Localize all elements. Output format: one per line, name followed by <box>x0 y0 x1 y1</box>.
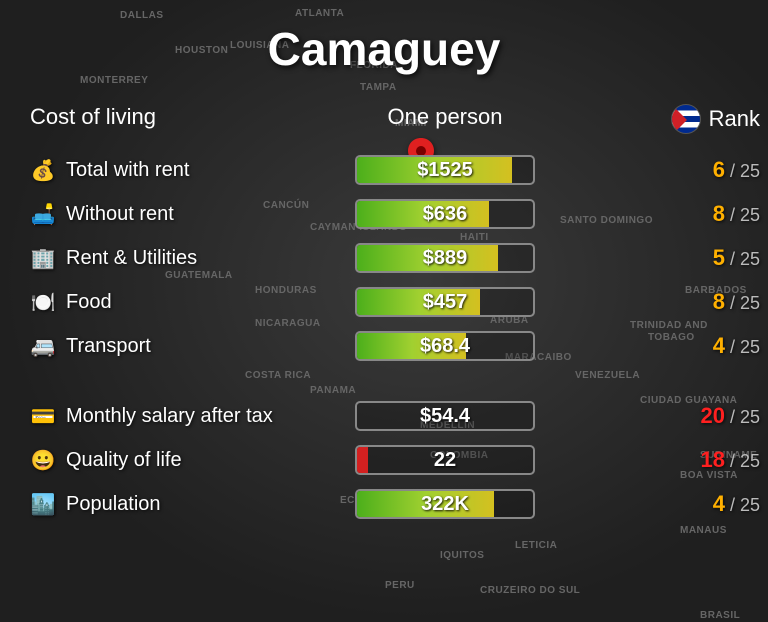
row-label: 🚐 Transport <box>30 334 310 359</box>
row-label: 💳 Monthly salary after tax <box>30 404 310 429</box>
rank-cell: 8 / 25 <box>580 201 760 227</box>
value-bar: $1525 <box>355 155 535 185</box>
bar-cell: $457 <box>320 287 570 317</box>
row-label-text: Food <box>66 291 112 314</box>
bar-value: 22 <box>357 447 533 473</box>
row-icon: 🏙️ <box>30 492 56 517</box>
rows-group-2: 💳Monthly salary after tax$54.420 / 25😀Qu… <box>30 394 738 526</box>
bar-cell: $68.4 <box>320 331 570 361</box>
rank-total: / 25 <box>725 205 760 225</box>
bar-cell: 22 <box>320 445 570 475</box>
bar-value: $889 <box>357 245 533 271</box>
data-row: 🍽️Food$4578 / 25 <box>30 280 738 324</box>
row-icon: 🏢 <box>30 246 56 271</box>
column-headers: Cost of living One person Rank <box>30 104 738 134</box>
row-label: 💰 Total with rent <box>30 158 310 183</box>
row-label-text: Quality of life <box>66 449 182 472</box>
value-bar: $636 <box>355 199 535 229</box>
value-bar: $457 <box>355 287 535 317</box>
bar-value: $1525 <box>357 157 533 183</box>
rank-cell: 4 / 25 <box>580 333 760 359</box>
rank-total: / 25 <box>725 337 760 357</box>
bar-cell: $54.4 <box>320 401 570 431</box>
rank-number: 6 <box>713 157 725 182</box>
value-bar: $889 <box>355 243 535 273</box>
rank-cell: 4 / 25 <box>580 491 760 517</box>
value-bar: 322K <box>355 489 535 519</box>
row-icon: 🛋️ <box>30 202 56 227</box>
rank-number: 5 <box>713 245 725 270</box>
data-row: 🏢Rent & Utilities$8895 / 25 <box>30 236 738 280</box>
row-label-text: Rent & Utilities <box>66 247 197 270</box>
spacer <box>30 368 738 394</box>
row-icon: 💳 <box>30 404 56 429</box>
data-row: 🚐Transport$68.44 / 25 <box>30 324 738 368</box>
page-title: Camaguey <box>30 22 738 76</box>
rank-number: 18 <box>700 447 724 472</box>
rank-total: / 25 <box>725 293 760 313</box>
content-panel: Camaguey Cost of living One person Rank … <box>0 0 768 548</box>
bar-value: $68.4 <box>357 333 533 359</box>
row-label: 🛋️ Without rent <box>30 202 310 227</box>
bar-cell: $636 <box>320 199 570 229</box>
row-label: 😀 Quality of life <box>30 448 310 473</box>
rank-number: 4 <box>713 333 725 358</box>
rank-cell: 8 / 25 <box>580 289 760 315</box>
rank-number: 20 <box>700 403 724 428</box>
rank-cell: 5 / 25 <box>580 245 760 271</box>
value-bar: $68.4 <box>355 331 535 361</box>
data-row: 💰Total with rent$15256 / 25 <box>30 148 738 192</box>
row-icon: 😀 <box>30 448 56 473</box>
row-label: 🏢 Rent & Utilities <box>30 246 310 271</box>
rank-total: / 25 <box>725 161 760 181</box>
row-label-text: Transport <box>66 335 151 358</box>
bar-value: $54.4 <box>357 403 533 429</box>
row-icon: 💰 <box>30 158 56 183</box>
rank-total: / 25 <box>725 495 760 515</box>
header-cost: Cost of living <box>30 104 310 134</box>
bar-value: 322K <box>357 491 533 517</box>
row-label: 🏙️ Population <box>30 492 310 517</box>
flag-icon <box>671 104 701 134</box>
rank-cell: 6 / 25 <box>580 157 760 183</box>
header-person: One person <box>320 104 570 134</box>
bar-value: $636 <box>357 201 533 227</box>
data-row: 🏙️Population322K4 / 25 <box>30 482 738 526</box>
rank-number: 8 <box>713 201 725 226</box>
row-icon: 🚐 <box>30 334 56 359</box>
bar-cell: 322K <box>320 489 570 519</box>
bar-value: $457 <box>357 289 533 315</box>
rank-total: / 25 <box>725 451 760 471</box>
bar-cell: $889 <box>320 243 570 273</box>
row-label: 🍽️ Food <box>30 290 310 315</box>
value-bar: 22 <box>355 445 535 475</box>
data-row: 🛋️Without rent$6368 / 25 <box>30 192 738 236</box>
row-label-text: Monthly salary after tax <box>66 405 273 428</box>
rank-cell: 20 / 25 <box>580 403 760 429</box>
rank-cell: 18 / 25 <box>580 447 760 473</box>
data-row: 💳Monthly salary after tax$54.420 / 25 <box>30 394 738 438</box>
data-row: 😀Quality of life2218 / 25 <box>30 438 738 482</box>
rank-total: / 25 <box>725 249 760 269</box>
rank-number: 4 <box>713 491 725 516</box>
rank-total: / 25 <box>725 407 760 427</box>
header-rank-text: Rank <box>709 106 760 132</box>
rows-group-1: 💰Total with rent$15256 / 25🛋️Without ren… <box>30 148 738 368</box>
row-icon: 🍽️ <box>30 290 56 315</box>
rank-number: 8 <box>713 289 725 314</box>
bar-cell: $1525 <box>320 155 570 185</box>
row-label-text: Without rent <box>66 203 174 226</box>
value-bar: $54.4 <box>355 401 535 431</box>
row-label-text: Total with rent <box>66 159 189 182</box>
header-rank: Rank <box>580 104 760 134</box>
row-label-text: Population <box>66 493 161 516</box>
